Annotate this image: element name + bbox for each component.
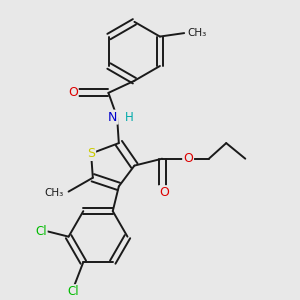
Text: Cl: Cl <box>67 285 79 298</box>
Text: N: N <box>108 111 118 124</box>
Text: CH₃: CH₃ <box>44 188 63 198</box>
Text: CH₃: CH₃ <box>188 28 207 38</box>
Text: O: O <box>68 86 78 99</box>
Text: Cl: Cl <box>35 225 47 238</box>
Text: O: O <box>159 186 169 199</box>
Text: O: O <box>183 152 193 165</box>
Text: H: H <box>125 111 134 124</box>
Text: S: S <box>87 147 95 160</box>
